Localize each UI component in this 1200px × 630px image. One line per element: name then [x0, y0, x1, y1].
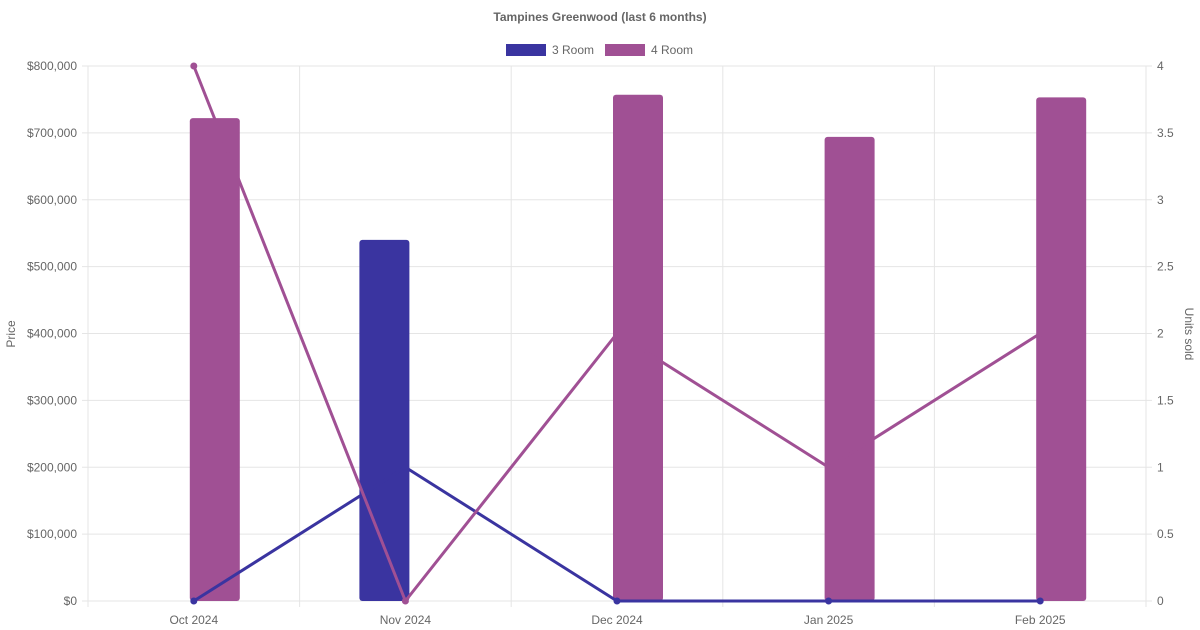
legend-item-3-room[interactable]: 3 Room: [506, 43, 594, 57]
y2-tick-label: 2.5: [1157, 260, 1174, 274]
point-3-room-0: [190, 597, 198, 605]
y2-axis-ticks: 0 0.5 1 1.5 2 2.5 3 3.5 4: [1157, 59, 1174, 608]
legend-swatch-4-room: [605, 44, 645, 56]
legend-swatch-3-room: [506, 44, 546, 56]
y-axis-ticks: $0 $100,000 $200,000 $300,000 $400,000 $500,0…: [27, 59, 77, 608]
x-tick-label: Oct 2024: [169, 613, 218, 627]
y2-tick-label: 3: [1157, 193, 1164, 207]
y-tick-label: $200,000: [27, 460, 77, 474]
y2-tick-label: 1.5: [1157, 393, 1174, 407]
legend-label-3-room: 3 Room: [552, 43, 594, 57]
y2-tick-label: 4: [1157, 59, 1164, 73]
legend[interactable]: 3 Room 4 Room: [506, 43, 693, 57]
legend-item-4-room[interactable]: 4 Room: [605, 43, 693, 57]
y-tick-label: $0: [64, 594, 78, 608]
y-tick-label: $100,000: [27, 527, 77, 541]
point-3-room-4: [1036, 597, 1044, 605]
point-3-room-3: [825, 597, 833, 605]
y2-tick-label: 2: [1157, 327, 1164, 341]
point-4-room-1: [401, 597, 409, 605]
y-tick-label: $400,000: [27, 327, 77, 341]
x-tick-label: Dec 2024: [591, 613, 643, 627]
x-axis-ticks: Oct 2024 Nov 2024 Dec 2024 Jan 2025 Feb 2025: [169, 613, 1065, 627]
y-tick-label: $700,000: [27, 126, 77, 140]
y-tick-label: $600,000: [27, 193, 77, 207]
y2-axis-title: Units sold: [1182, 308, 1196, 361]
bar-4-room-0: [189, 118, 240, 601]
bars: [189, 94, 1087, 602]
y2-tick-label: 3.5: [1157, 126, 1174, 140]
point-4-room-4: [1036, 330, 1044, 337]
x-tick-label: Jan 2025: [804, 613, 854, 627]
bar-4-room-3: [824, 136, 875, 601]
y2-tick-label: 1: [1157, 460, 1164, 474]
point-4-room-0: [190, 62, 198, 70]
y-tick-label: $300,000: [27, 393, 77, 407]
y-tick-label: $800,000: [27, 59, 77, 73]
point-4-room-3: [825, 463, 833, 471]
bar-4-room-4: [1036, 97, 1087, 602]
point-3-room-2: [613, 597, 621, 605]
y2-tick-label: 0.5: [1157, 527, 1174, 541]
x-tick-label: Nov 2024: [380, 613, 432, 627]
y-tick-label: $500,000: [27, 260, 77, 274]
point-4-room-2: [613, 330, 621, 337]
chart-title: Tampines Greenwood (last 6 months): [493, 10, 706, 24]
lines: [190, 62, 1044, 605]
point-3-room-1: [401, 463, 409, 471]
x-tick-label: Feb 2025: [1015, 613, 1066, 627]
legend-label-4-room: 4 Room: [651, 43, 693, 57]
y-axis-title: Price: [4, 320, 18, 348]
y2-tick-label: 0: [1157, 594, 1164, 608]
bar-3-room-1: [359, 239, 410, 601]
